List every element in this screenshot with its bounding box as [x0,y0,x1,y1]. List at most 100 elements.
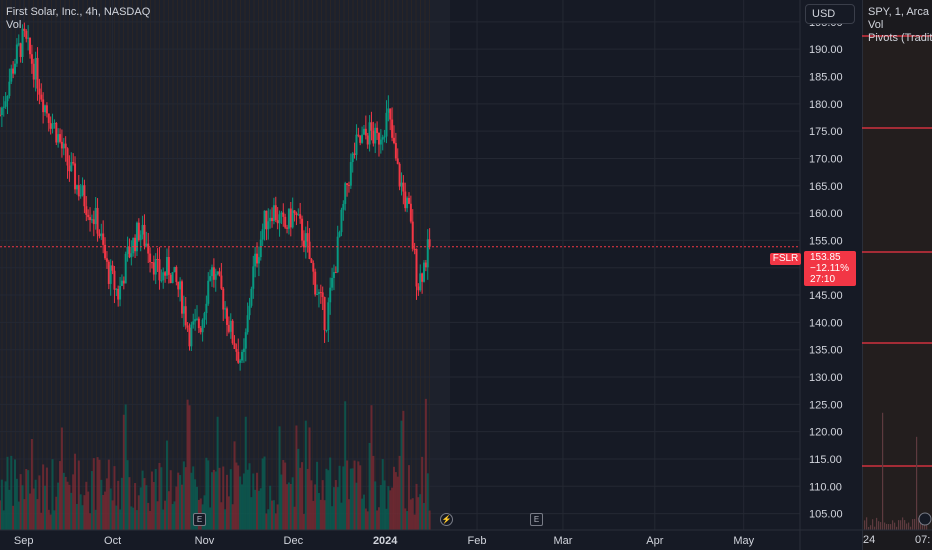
volume-bar [267,509,270,530]
volume-bar [124,404,127,530]
candle-body [398,163,401,187]
candle-body [259,239,262,258]
ticker-tag: FSLR [770,253,801,265]
side-chart-marker[interactable] [918,512,932,526]
side-volume-bar [872,519,874,530]
candle-body [229,320,232,332]
candle-body [190,324,193,347]
volume-bar [263,456,266,530]
volume-bar [102,494,105,530]
volume-bar [182,461,185,530]
candle-body [218,271,221,276]
volume-bar [173,501,176,530]
pivots-indicator-label[interactable]: Pivots (Traditi [868,32,932,44]
last-price-value: 153.85 [810,252,841,263]
candle-body [379,139,382,145]
time-axis[interactable]: Sep Oct Nov Dec 2024 Feb Mar Apr May [14,535,755,547]
candle-body [250,288,253,306]
candle-body [291,210,294,228]
side-volume-bar [884,522,886,530]
candle-body [314,271,317,295]
candle-body [286,227,289,229]
candle-body [368,122,371,145]
candle-body [177,281,180,290]
volume-bar [72,474,75,530]
candle-body [120,280,123,287]
earnings-marker[interactable]: E [530,513,543,526]
candle-body [203,313,206,320]
volume-bar [64,476,67,530]
earnings-marker[interactable]: E [193,513,206,526]
side-volume-bar [922,522,924,530]
candle-body [0,114,1,116]
candle-body [231,320,234,344]
side-time-label: 24 [863,534,876,546]
candle-body [334,272,337,274]
volume-bar [222,466,225,530]
volume-bar [179,475,182,530]
candle-body [207,280,210,304]
volume-bar [190,472,193,530]
volume-bar [89,513,92,530]
price-axis[interactable]: 105.00 110.00 115.00 120.00 125.00 130.00 135.… [809,17,843,521]
symbol-title[interactable]: First Solar, Inc., 4h, NASDAQ [6,6,151,18]
volume-bar [421,456,424,530]
candle-body [169,274,172,284]
candle-body [27,37,30,39]
candle-body [195,318,198,320]
dividend-marker[interactable]: ⚡ [440,513,453,526]
price-tick-label: 175.00 [809,126,843,138]
volume-bar [394,472,397,530]
price-tick-label: 165.00 [809,181,843,193]
candle-body [105,258,108,262]
volume-bar [428,510,431,530]
candle-body [428,239,431,247]
volume-bar [49,514,52,530]
candle-body [406,197,409,209]
candle-body [113,270,116,290]
spy-side-chart[interactable] [862,0,932,550]
volume-bar [355,482,358,530]
volume-bar [349,468,352,530]
volume-bar [423,502,426,530]
candlestick-series [0,22,431,371]
candle-body [12,68,15,74]
volume-bar [207,460,210,530]
candle-body [8,81,11,96]
candle-body [362,128,365,135]
candle-body [254,253,257,267]
candle-body [10,68,13,82]
currency-button[interactable]: USD [805,4,855,24]
volume-bar [59,461,62,530]
volume-bar [81,505,84,530]
candle-body [415,248,418,287]
volume-bar [334,480,337,530]
side-symbol-title[interactable]: SPY, 1, Arca [868,6,929,18]
candle-body [201,319,204,333]
candle-body [6,95,9,102]
volume-bar [4,481,7,530]
candle-body [351,153,354,163]
volume-bar [415,483,418,530]
candle-body [361,134,364,143]
candle-body [347,185,350,187]
volume-bar [385,508,388,530]
volume-bar [413,514,416,530]
volume-bar [304,420,307,530]
main-price-chart[interactable]: 105.00 110.00 115.00 120.00 125.00 130.00 135.… [0,0,862,550]
side-volume-bar [908,522,910,530]
volume-bar [94,509,97,530]
candle-body [162,272,165,281]
candle-body [256,253,259,264]
volume-legend-label[interactable]: Vol [6,19,22,31]
price-tick-label: 140.00 [809,317,843,329]
volume-bar [256,472,259,530]
volume-bar [75,503,78,530]
side-volume-label[interactable]: Vol [868,19,884,31]
candle-body [304,233,307,248]
time-tick-label: Oct [104,535,121,547]
candle-body [104,244,107,259]
volume-bar [212,469,215,530]
candle-body [92,219,95,225]
candle-body [272,205,275,222]
